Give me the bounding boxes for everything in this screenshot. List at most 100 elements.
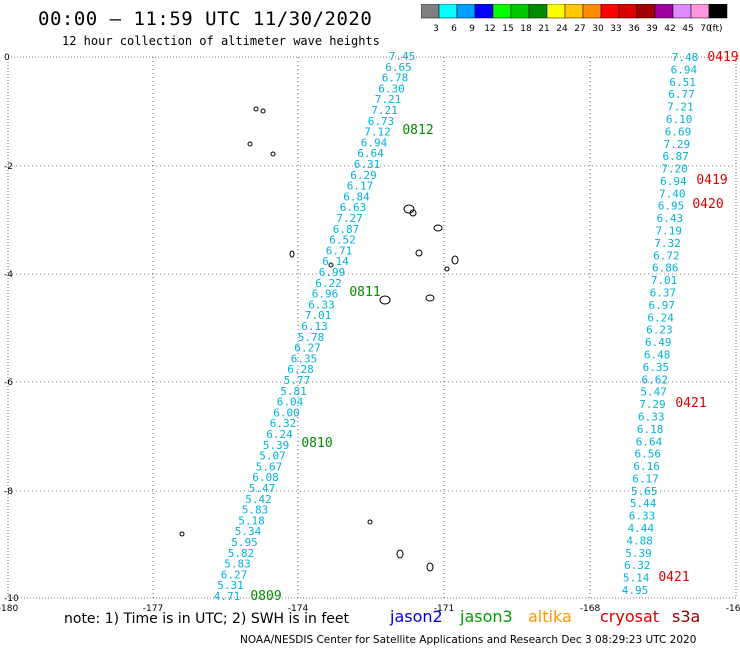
legend-tick-label: 30 [592,24,604,34]
legend-tick-label: 18 [520,24,532,34]
wave-height-label: 6.94 [671,63,698,76]
wave-height-label: 5.47 [249,482,276,495]
wave-height-label: 5.95 [231,536,258,549]
legend-tick-label: 15 [502,24,513,34]
wave-height-label: 5.77 [284,374,311,387]
wave-height-label: 5.39 [263,439,290,452]
wave-height-label: 6.33 [638,410,665,423]
wave-height-label: 4.71 [214,590,241,603]
legend-unit: (ft) [709,24,723,34]
page-subtitle: 12 hour collection of altimeter wave hei… [62,34,380,48]
wave-height-label: 6.14 [322,255,349,268]
wave-height-label: 6.31 [354,158,381,171]
wave-height-label: 6.48 [644,348,671,361]
wave-height-label: 6.29 [350,169,377,182]
wave-height-label: 7.20 [661,163,688,176]
legend-tick-label: 45 [682,24,693,34]
map-frame [7,56,737,599]
legend-tick-label: 21 [538,24,549,34]
lat-tick-label: -2 [4,162,13,172]
legend-tick-label: 42 [664,24,675,34]
pass-time-label: 0419 [707,50,738,65]
wave-height-label: 6.18 [637,423,664,436]
legend-altika: altika [528,607,572,626]
lon-tick-label: -165 [726,604,740,614]
pass-time-label: 0421 [675,396,706,411]
wave-height-label: 6.97 [648,299,675,312]
island-outline [289,250,295,258]
wave-height-label: 6.24 [647,311,674,324]
wave-height-label: 6.10 [666,113,693,126]
wave-height-label: 4.88 [626,534,653,547]
lat-tick-label: -6 [4,378,13,388]
wave-height-label: 6.94 [660,175,687,188]
wave-height-label: 6.23 [646,324,673,337]
wave-height-label: 6.65 [385,61,412,74]
lon-tick-label: -174 [288,604,309,614]
island-outline [415,249,423,257]
pass-time-label: 0809 [250,589,281,604]
wave-height-label: 6.49 [645,336,672,349]
legend-tick-label: 33 [610,24,621,34]
wave-height-label: 6.30 [378,82,405,95]
wave-height-label: 6.35 [291,352,318,365]
wave-height-label: 6.71 [326,244,353,257]
island-outline [409,209,417,217]
legend-tick-label: 39 [646,24,658,34]
wave-height-label: 5.18 [238,514,265,527]
wave-height-label: 5.31 [217,579,244,592]
wave-height-label: 6.00 [273,406,300,419]
wave-height-label: 5.81 [280,385,307,398]
legend-tick-label: 36 [628,24,640,34]
pass-time-label: 0420 [692,197,723,212]
wave-height-label: 7.12 [364,126,391,139]
wave-height-label: 6.51 [669,76,696,89]
wave-height-label: 6.13 [301,320,328,333]
legend-jason3: jason3 [460,607,513,626]
wave-height-label: 6.37 [650,287,677,300]
island-outline [247,141,253,147]
island-outline [367,519,373,525]
note-text: note: 1) Time is in UTC; 2) SWH is in fe… [64,611,350,627]
wave-height-label: 6.52 [329,234,356,247]
wave-height-label: 6.94 [361,136,388,149]
lat-tick-label: 0 [4,53,10,63]
wave-height-label: 5.14 [623,572,650,585]
island-outline [328,262,334,268]
legend-tick-label: 70 [700,24,712,34]
color-legend: 3 6 9 12 15 18 21 24 27 30 33 36 39 42 45 70(ft) [421,4,728,34]
lon-tick-label: -168 [580,604,601,614]
wave-height-label: 6.22 [315,277,342,290]
pass-time-label: 0810 [301,436,332,451]
wave-height-label: 5.44 [630,497,657,510]
wave-height-label: 7.19 [655,225,682,238]
wave-height-label: 6.72 [653,249,680,262]
wave-height-label: 6.73 [368,115,395,128]
lat-tick-label: -10 [4,594,19,604]
legend-swatch [708,4,728,19]
legend-tick-label: 9 [469,24,475,34]
wave-height-label: 6.27 [221,568,248,581]
island-outline [426,562,434,572]
wave-height-label: 7.40 [659,187,686,200]
wave-height-label: 6.08 [252,471,279,484]
wave-height-label: 6.24 [266,428,293,441]
legend-jason2: jason2 [390,607,443,626]
wave-height-label: 7.01 [651,274,678,287]
wave-height-label: 6.17 [347,180,374,193]
legend-tick-label: 3 [433,24,439,34]
wave-height-label: 5.07 [259,450,286,463]
wave-height-label: 6.27 [294,342,321,355]
wave-height-label: 7.32 [654,237,681,250]
island-outline [253,106,259,112]
legend-tick-label: 27 [574,24,585,34]
wave-height-label: 6.16 [633,460,660,473]
wave-height-label: 6.95 [658,200,685,213]
wave-height-label: 5.39 [625,547,652,560]
legend-tick-label: 6 [451,24,457,34]
lon-tick-label: -180 [0,604,18,614]
pass-time-label: 0421 [658,570,689,585]
island-outline [403,204,415,214]
legend-s3a: s3a [672,607,701,626]
